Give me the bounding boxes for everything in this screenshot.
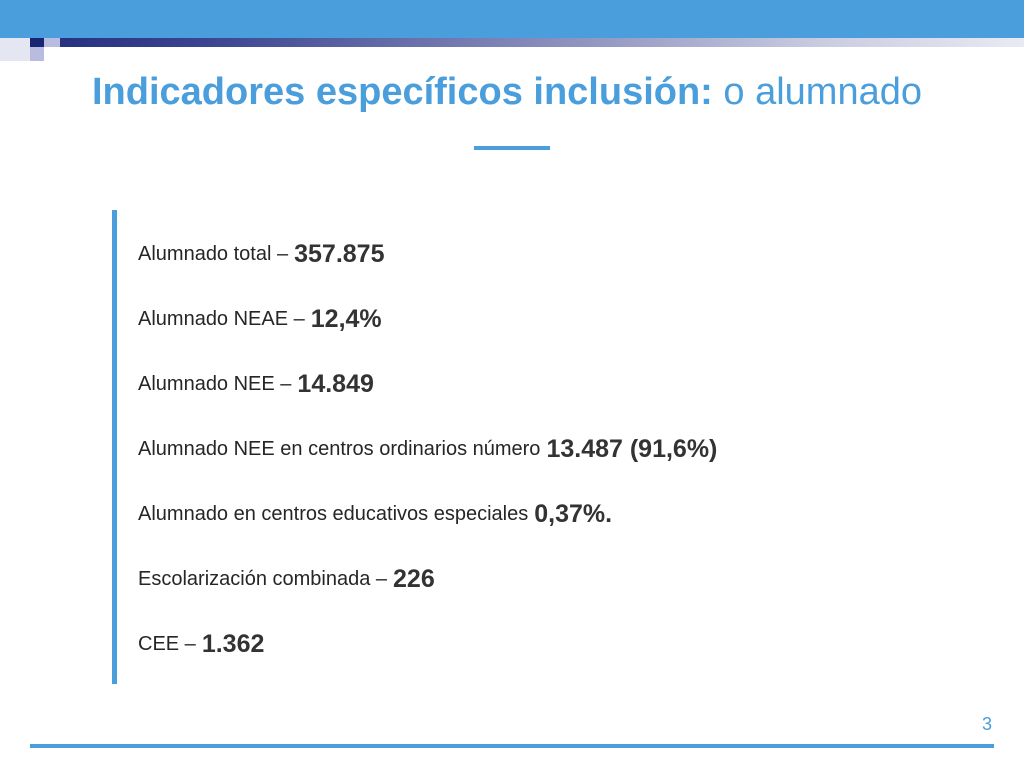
title-underline xyxy=(474,146,550,150)
header-bar xyxy=(0,0,1024,38)
indicator-item: Escolarización combinada – 226 xyxy=(138,547,717,612)
decorative-square xyxy=(44,38,60,47)
content-accent-bar xyxy=(112,210,117,684)
indicator-item: Alumnado NEAE – 12,4% xyxy=(138,287,717,352)
indicator-label: CEE – xyxy=(138,633,196,655)
indicator-item: Alumnado NEE en centros ordinarios númer… xyxy=(138,417,717,482)
decorative-square xyxy=(0,38,30,61)
indicator-value: 226 xyxy=(393,565,435,593)
indicator-item: Alumnado en centros educativos especiale… xyxy=(138,482,717,547)
indicator-value: 357.875 xyxy=(294,240,385,268)
slide-title-light: o alumnado xyxy=(723,71,922,113)
indicator-label: Alumnado NEE en centros ordinarios númer… xyxy=(138,438,541,460)
indicator-label: Alumnado total – xyxy=(138,243,289,265)
indicator-list: Alumnado total – 357.875 Alumnado NEAE –… xyxy=(138,222,717,677)
indicator-label: Alumnado en centros educativos especiale… xyxy=(138,503,529,525)
indicator-item: Alumnado total – 357.875 xyxy=(138,222,717,287)
decorative-square xyxy=(30,38,44,47)
indicator-item: Alumnado NEE – 14.849 xyxy=(138,352,717,417)
indicator-label: Alumnado NEE – xyxy=(138,373,292,395)
indicator-label: Alumnado NEAE – xyxy=(138,308,305,330)
page-number: 3 xyxy=(981,714,992,734)
indicator-label: Escolarización combinada – xyxy=(138,568,388,590)
indicator-value: 1.362 xyxy=(201,630,265,658)
footer-line xyxy=(30,744,994,748)
slide-title-strong: Indicadores específicos inclusión: xyxy=(92,71,713,113)
indicator-value: 0,37%. xyxy=(534,500,613,528)
slide-title: Indicadores específicos inclusión: o alu… xyxy=(92,68,922,116)
indicator-value: 12,4% xyxy=(310,305,382,333)
indicator-item: CEE – 1.362 xyxy=(138,612,717,677)
indicator-value: 14.849 xyxy=(297,370,374,398)
indicator-value: 13.487 (91,6%) xyxy=(546,435,718,463)
header-gradient-line xyxy=(0,38,1024,47)
decorative-square xyxy=(30,47,44,61)
